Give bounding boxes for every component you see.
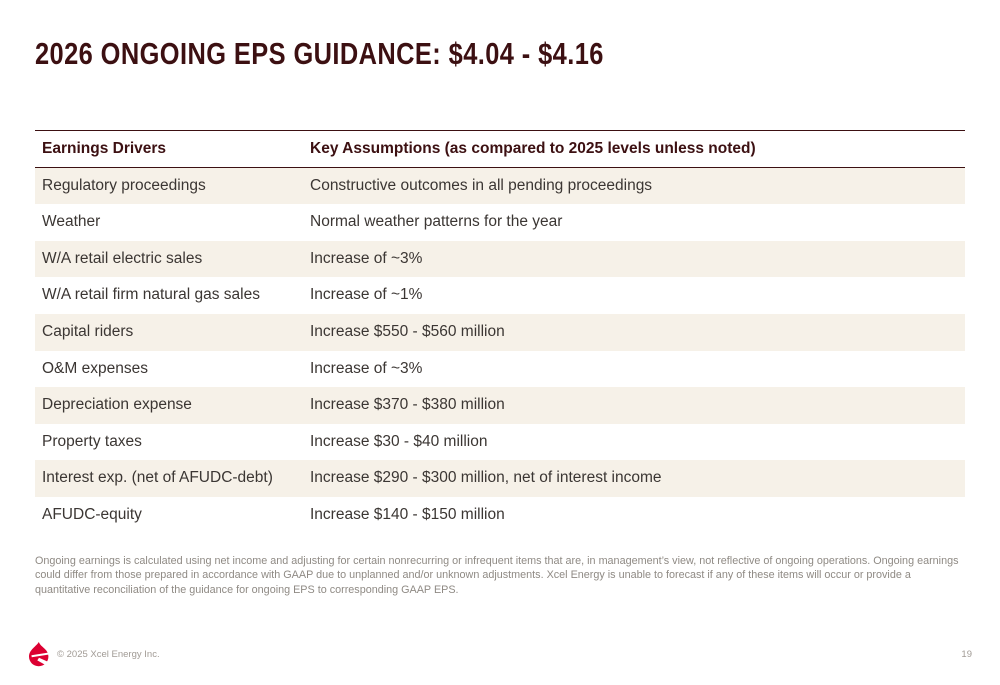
driver-cell: Weather [42,213,101,231]
table-row: Regulatory proceedings Constructive outc… [35,167,965,205]
column-header-earnings-drivers: Earnings Drivers [42,140,167,157]
table-row: W/A retail electric sales Increase of ~3… [35,240,965,278]
driver-cell: Property taxes [42,432,142,450]
slide-footer: © 2025 Xcel Energy Inc. 19 [28,642,972,667]
driver-cell: O&M expenses [42,359,148,377]
footnote-disclaimer: Ongoing earnings is calculated using net… [35,554,959,597]
table-row: W/A retail firm natural gas sales Increa… [35,277,965,314]
assumption-cell: Increase of ~3% [310,359,423,377]
table-row: Property taxes Increase $30 - $40 millio… [35,423,965,461]
driver-cell: Depreciation expense [42,396,192,414]
assumption-cell: Increase of ~3% [310,249,423,267]
table-row: AFUDC-equity Increase $140 - $150 millio… [35,496,965,534]
page-number: 19 [961,649,972,660]
table-row: O&M expenses Increase of ~3% [35,350,965,388]
guidance-table: Earnings Drivers Key Assumptions (as com… [35,130,965,534]
page-title: 2026 ONGOING EPS GUIDANCE: $4.04 - $4.16 [35,36,604,71]
table-row: Interest exp. (net of AFUDC-debt) Increa… [35,460,965,497]
assumption-cell: Increase $290 - $300 million, net of int… [310,469,662,487]
assumption-cell: Constructive outcomes in all pending pro… [310,176,653,194]
driver-cell: Capital riders [42,322,134,340]
assumption-cell: Increase $140 - $150 million [310,505,505,523]
driver-cell: W/A retail firm natural gas sales [42,286,260,304]
driver-cell: AFUDC-equity [42,505,142,523]
assumption-cell: Increase $30 - $40 million [310,432,488,450]
table-row: Capital riders Increase $550 - $560 mill… [35,313,965,351]
assumption-cell: Increase of ~1% [310,286,423,304]
slide-content: 2026 ONGOING EPS GUIDANCE: $4.04 - $4.16… [35,36,965,597]
assumption-cell: Normal weather patterns for the year [310,213,563,231]
copyright-text: © 2025 Xcel Energy Inc. [57,649,160,660]
driver-cell: W/A retail electric sales [42,249,203,267]
column-header-key-assumptions: Key Assumptions (as compared to 2025 lev… [310,140,756,157]
driver-cell: Regulatory proceedings [42,176,206,194]
assumption-cell: Increase $550 - $560 million [310,322,505,340]
table-row: Weather Normal weather patterns for the … [35,204,965,241]
table-header-row: Earnings Drivers Key Assumptions (as com… [35,131,965,168]
table-body: Regulatory proceedings Constructive outc… [35,167,965,534]
xcel-energy-logo-icon [28,642,49,667]
driver-cell: Interest exp. (net of AFUDC-debt) [42,469,273,487]
table-row: Depreciation expense Increase $370 - $38… [35,387,965,424]
assumption-cell: Increase $370 - $380 million [310,396,505,414]
